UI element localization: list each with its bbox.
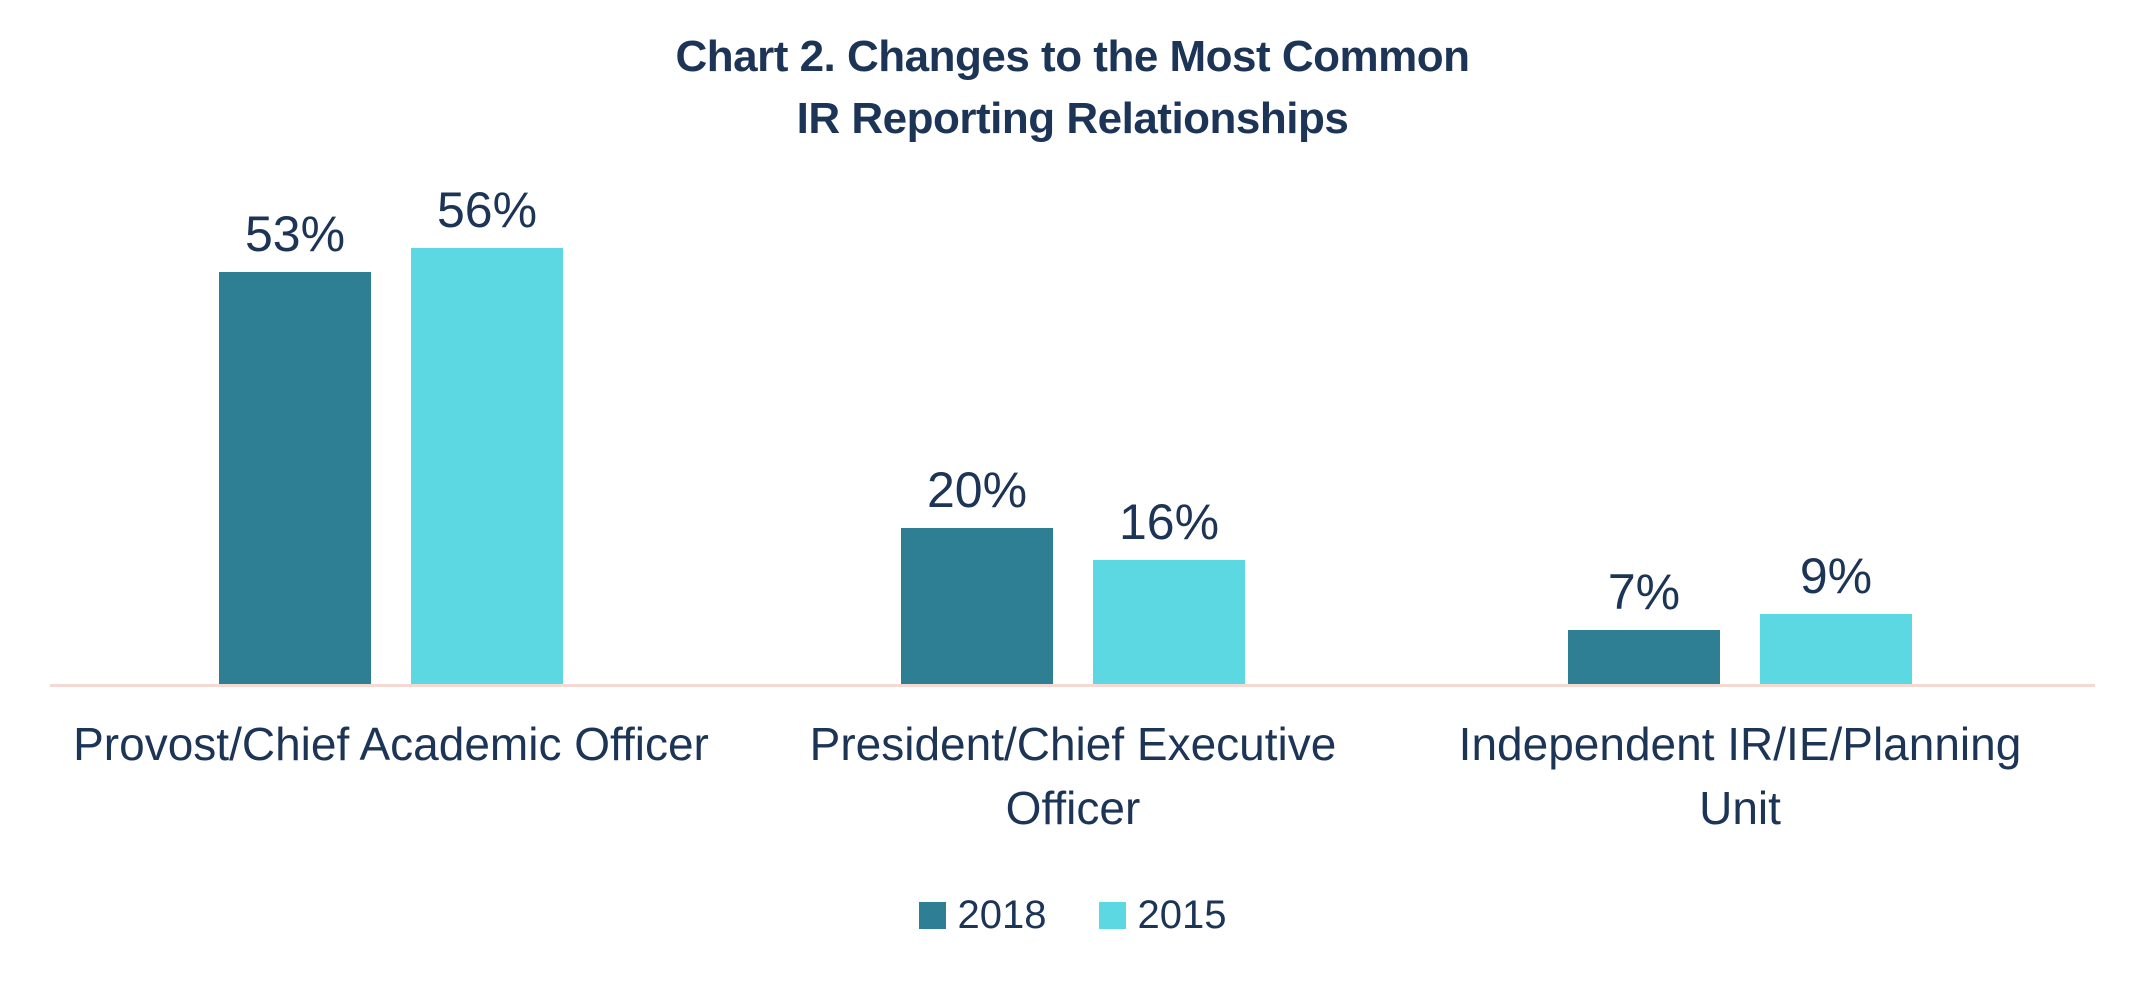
legend-swatch-icon <box>1098 902 1126 929</box>
bar-column-2015: 16% <box>1093 0 1245 684</box>
bar-2015 <box>1093 560 1245 684</box>
x-axis-baseline <box>50 684 2095 687</box>
bar-value-label: 7% <box>1607 564 1681 620</box>
legend-label: 2015 <box>1137 893 1227 937</box>
bar-value-label: 9% <box>1799 548 1873 604</box>
bar-value-label: 20% <box>926 462 1028 518</box>
bar-2018 <box>219 272 371 684</box>
category-label: Independent IR/IE/Planning Unit <box>1458 718 2022 834</box>
bar-value-label: 56% <box>436 182 538 238</box>
chart-title: Chart 2. Changes to the Most Common IR R… <box>0 26 2145 150</box>
bar-column-2018: 20% <box>901 0 1053 684</box>
bar-value-label: 16% <box>1118 494 1220 550</box>
chart-title-line-2: IR Reporting Relationships <box>796 94 1349 143</box>
bar-group: 7% 9% <box>1568 0 1912 684</box>
bar-2018 <box>901 528 1053 684</box>
legend-swatch-icon <box>918 902 946 929</box>
legend-item-2018: 2018 <box>918 893 1047 938</box>
bar-column-2018: 7% <box>1568 0 1720 684</box>
legend: 2018 2015 <box>0 893 2145 938</box>
category-label: Provost/Chief Academic Officer <box>73 718 709 770</box>
category-label: President/Chief Executive Officer <box>809 718 1337 834</box>
legend-label: 2018 <box>957 893 1047 937</box>
bar-column-2015: 56% <box>411 0 563 684</box>
chart-title-line-1: Chart 2. Changes to the Most Common <box>675 32 1470 81</box>
bar-2015 <box>1760 614 1912 684</box>
bar-group: 20% 16% <box>901 0 1245 684</box>
bar-value-label: 53% <box>244 206 346 262</box>
bar-2015 <box>411 248 563 684</box>
bar-2018 <box>1568 630 1720 684</box>
bar-group: 53% 56% <box>219 0 563 684</box>
legend-item-2015: 2015 <box>1098 893 1227 938</box>
bar-column-2015: 9% <box>1760 0 1912 684</box>
bar-column-2018: 53% <box>219 0 371 684</box>
